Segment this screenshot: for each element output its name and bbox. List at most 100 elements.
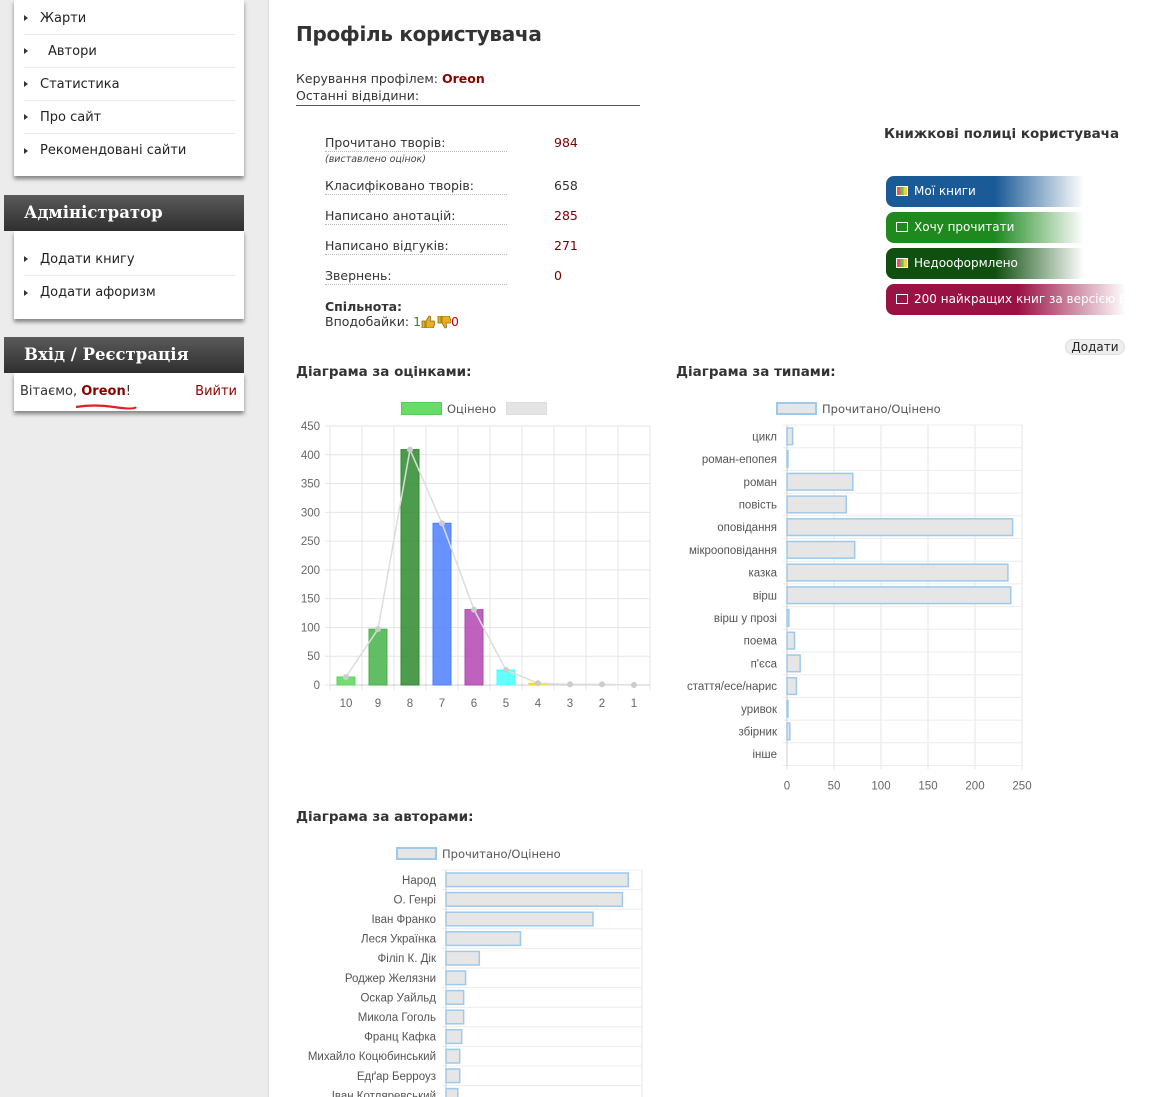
y-tick-label: Леся Українка — [361, 934, 437, 946]
y-tick-label: п'єса — [751, 658, 778, 670]
bar — [786, 631, 796, 650]
shelf-item[interactable]: Недооформлено — [886, 248, 1084, 279]
y-tick-label: Франц Кафка — [364, 1032, 437, 1044]
add-shelf-button[interactable]: Додати — [1065, 339, 1125, 355]
authors-chart-title: Діаграма за авторами: — [296, 809, 474, 825]
x-tick-label: 50 — [828, 781, 841, 793]
bar — [445, 911, 594, 927]
y-tick-label: роман-епопея — [702, 454, 777, 466]
y-tick-label: 250 — [301, 536, 320, 548]
shelf-label: Хочу прочитати — [914, 220, 1015, 234]
y-tick-label: Іван Франко — [371, 914, 436, 926]
stat-reviews-value[interactable]: 271 — [554, 238, 578, 253]
overlay-point — [407, 446, 413, 453]
books-icon — [896, 258, 908, 268]
y-tick-label: повість — [739, 499, 777, 511]
y-tick-label: оповідання — [717, 522, 777, 534]
shelf-label: 200 найкращих книг за версією BBC — [914, 292, 1126, 306]
x-tick-label: 5 — [503, 698, 509, 710]
x-tick-label: 200 — [965, 781, 984, 793]
types-chart: цикл роман-епопея роман повість оповідання мі… — [687, 424, 1032, 793]
overlay-point — [343, 673, 349, 680]
y-tick-label: збірник — [739, 726, 778, 738]
menu-item-add-aphorism[interactable]: Додати афоризм — [24, 276, 236, 309]
y-tick-label: Едґар Берроуз — [357, 1071, 436, 1083]
y-tick-label: 300 — [301, 507, 320, 519]
stat-classified: Класифіковано творів: 658 — [325, 178, 578, 195]
arrow-right-icon — [24, 147, 28, 154]
y-tick-label: цикл — [752, 431, 777, 443]
dislikes-count: 0 — [451, 314, 459, 329]
y-tick-label: Народ — [402, 875, 436, 887]
legend-label-authors: Прочитано/Оцінено — [442, 847, 561, 861]
arrow-right-icon — [24, 289, 28, 296]
x-tick-label: 7 — [439, 698, 445, 710]
menu-item-about[interactable]: Про сайт — [24, 101, 236, 134]
likes-count: 1 — [413, 314, 422, 329]
stat-annotations: Написано анотацій: 285 — [325, 208, 578, 225]
y-tick-label: стаття/есе/нарис — [687, 681, 777, 693]
x-tick-label: 150 — [918, 781, 937, 793]
types-legend: Прочитано/Оцінено — [776, 402, 941, 416]
username-link[interactable]: Oreon — [81, 384, 126, 399]
menu-item-add-book[interactable]: Додати книгу — [24, 243, 236, 276]
arrow-right-icon — [24, 256, 28, 262]
y-tick-label: 450 — [301, 421, 320, 433]
menu-item-recommended[interactable]: Рекомендовані сайти — [24, 134, 236, 167]
x-tick-label: 0 — [784, 781, 790, 793]
y-tick-label: Роджер Желязни — [345, 973, 436, 985]
shelf-item[interactable]: 200 найкращих книг за версією BBC — [886, 284, 1126, 315]
authors-chart: Народ О. Генрі Іван Франко Леся Українка Філ… — [308, 869, 643, 1097]
menu-item-authors[interactable]: Автори — [24, 35, 236, 68]
shelves-title: Книжкові полиці користувача — [884, 126, 1120, 142]
bar — [786, 540, 856, 559]
y-tick-label: поема — [744, 636, 778, 648]
bar — [445, 1048, 461, 1064]
stat-requests-value[interactable]: 0 — [554, 268, 562, 283]
community-block: Спільнота: Вподобайки: 1 0 — [325, 299, 459, 329]
bar — [445, 891, 624, 907]
thumbs-down-icon[interactable] — [437, 315, 452, 329]
red-underline-mark — [75, 404, 137, 410]
legend-swatch-rated — [401, 402, 442, 415]
menu-item-jokes[interactable]: Жарти — [24, 2, 236, 35]
stat-read: Прочитано творів: (виставлено оцінок) 98… — [325, 135, 625, 165]
y-tick-label: 50 — [307, 651, 320, 663]
types-chart-title: Діаграма за типами: — [676, 364, 836, 380]
open-book-icon — [896, 222, 908, 232]
thumbs-up-icon[interactable] — [421, 315, 436, 329]
bar — [786, 495, 847, 514]
last-visits-label: Останні відвідини: — [296, 88, 420, 103]
bar — [786, 654, 801, 673]
overlay-point — [535, 680, 541, 687]
legend-label-types: Прочитано/Оцінено — [822, 402, 941, 416]
x-tick-label: 1 — [631, 698, 637, 710]
y-tick-label: вірш — [753, 590, 777, 602]
stat-annotations-value[interactable]: 285 — [554, 208, 578, 223]
menu-item-statistics[interactable]: Статистика — [24, 68, 236, 101]
shelf-item[interactable]: Мої книги — [886, 176, 1084, 207]
bar — [786, 722, 791, 741]
y-tick-label: роман — [744, 477, 777, 489]
bar — [786, 608, 790, 628]
books-icon — [896, 186, 908, 196]
management-user-link[interactable]: Oreon — [441, 71, 485, 86]
logout-link[interactable]: Вийти — [195, 384, 237, 399]
y-tick-label: Микола Гоголь — [358, 1012, 436, 1024]
stat-read-value[interactable]: 984 — [554, 135, 578, 150]
bar — [445, 950, 481, 966]
stat-read-sub: (виставлено оцінок) — [325, 154, 427, 165]
bar — [445, 970, 467, 986]
y-tick-label: 150 — [301, 594, 320, 606]
y-tick-label: 400 — [301, 450, 320, 462]
main-content: Профіль користувача Керування профілем: … — [270, 0, 1150, 1097]
admin-menu: Додати книгу Додати афоризм — [14, 231, 244, 319]
admin-header: Адміністратор — [4, 195, 244, 231]
legend-swatch-empty — [505, 402, 547, 415]
management-label: Керування профілем: — [296, 71, 438, 86]
y-tick-label: 100 — [301, 622, 320, 634]
ratings-chart: 0 50 100 150 200 250 300 350 400 450 10 9 8 7 6 5 4 3 2 1 — [301, 421, 651, 710]
bar — [786, 676, 798, 696]
bar — [786, 699, 789, 718]
shelf-item[interactable]: Хочу прочитати — [886, 212, 1084, 243]
